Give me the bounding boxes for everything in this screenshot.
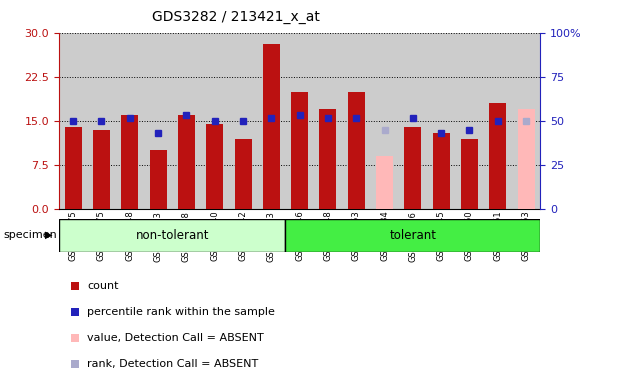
Bar	[348, 91, 365, 209]
Bar	[235, 139, 252, 209]
Text: GDS3282 / 213421_x_at: GDS3282 / 213421_x_at	[152, 10, 320, 23]
Text: rank, Detection Call = ABSENT: rank, Detection Call = ABSENT	[87, 359, 258, 369]
Bar	[376, 156, 393, 209]
Bar	[319, 109, 337, 209]
Text: tolerant: tolerant	[389, 229, 437, 242]
Bar	[461, 139, 478, 209]
Bar	[121, 115, 138, 209]
Bar	[291, 91, 308, 209]
Bar	[263, 45, 280, 209]
Text: percentile rank within the sample: percentile rank within the sample	[87, 307, 275, 317]
Text: ▶: ▶	[45, 230, 53, 240]
Bar	[178, 115, 195, 209]
Bar	[518, 109, 535, 209]
Bar	[286, 219, 540, 252]
Text: value, Detection Call = ABSENT: value, Detection Call = ABSENT	[87, 333, 264, 343]
Bar	[150, 151, 166, 209]
Bar	[433, 133, 450, 209]
Bar	[59, 219, 286, 252]
Text: count: count	[87, 281, 119, 291]
Bar	[404, 127, 422, 209]
Bar	[93, 130, 110, 209]
Bar	[489, 103, 506, 209]
Text: specimen: specimen	[3, 230, 57, 240]
Text: non-tolerant: non-tolerant	[135, 229, 209, 242]
Bar	[206, 124, 223, 209]
Bar	[65, 127, 81, 209]
